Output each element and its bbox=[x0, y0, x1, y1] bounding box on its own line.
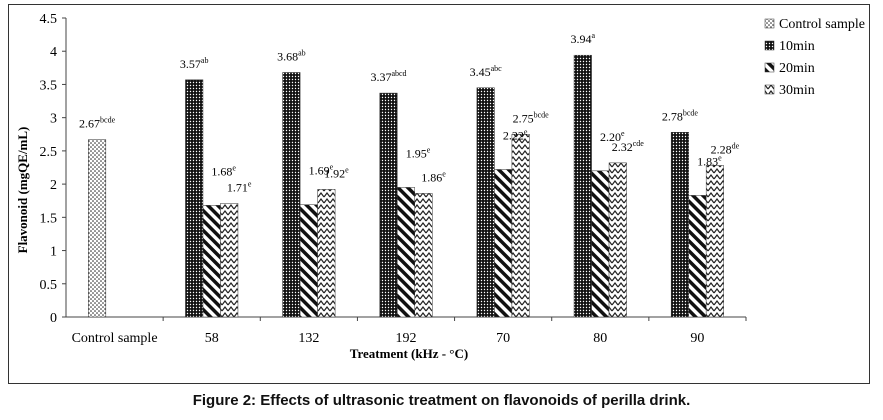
x-axis-title: Treatment (kHz - °C) bbox=[350, 346, 468, 361]
legend-label: 30min bbox=[779, 83, 815, 98]
legend: Control sample 10min 20min 30min bbox=[764, 17, 865, 98]
data-label: 3.68ab bbox=[277, 48, 306, 63]
bar-10min bbox=[185, 79, 204, 318]
data-label: 1.86e bbox=[421, 169, 446, 184]
x-tick-label: 192 bbox=[396, 331, 417, 346]
bar-20min bbox=[397, 187, 415, 318]
x-tick-label: Control sample bbox=[72, 331, 158, 346]
bar-10min bbox=[379, 92, 398, 318]
y-tick-label: 1.5 bbox=[40, 211, 58, 226]
bar-30min bbox=[608, 162, 627, 318]
flavonoid-bar-chart: Flavonoid (mgQE/mL) Treatment (kHz - °C)… bbox=[15, 12, 865, 361]
data-labels: 2.67bcde 3.57ab 3.68ab 3.37abcd 3.45abc 3.94a… bbox=[79, 31, 740, 194]
bars bbox=[88, 54, 724, 318]
bar-20min bbox=[591, 170, 610, 318]
bar-10min bbox=[282, 72, 301, 318]
chart-frame bbox=[8, 4, 870, 384]
bar-30min bbox=[317, 189, 336, 318]
data-label: 1.71e bbox=[227, 179, 252, 194]
data-label: 2.28de bbox=[711, 142, 740, 157]
bar-20min bbox=[202, 205, 221, 318]
data-label: 2.32cde bbox=[612, 139, 645, 154]
legend-swatch bbox=[764, 84, 775, 95]
data-label: 1.83e bbox=[697, 153, 722, 168]
data-label: 2.20e bbox=[600, 129, 625, 144]
legend-swatch bbox=[764, 62, 775, 73]
legend-swatch bbox=[764, 40, 775, 51]
legend-label: Control sample bbox=[779, 17, 865, 32]
bar-10min bbox=[670, 132, 689, 318]
y-tick-label: 4 bbox=[50, 45, 57, 60]
y-tick-label: 3 bbox=[50, 112, 57, 127]
x-tick-label: 58 bbox=[205, 331, 219, 346]
bar-30min bbox=[511, 134, 530, 318]
y-tick-label: 3.5 bbox=[40, 78, 58, 93]
data-label: 1.68e bbox=[211, 163, 236, 178]
bar-30min bbox=[220, 203, 239, 318]
bar-30min bbox=[705, 165, 724, 318]
bar-10min bbox=[573, 54, 592, 318]
data-label: 1.95e bbox=[406, 145, 431, 160]
data-label: 3.94a bbox=[571, 31, 596, 46]
y-axis-title: Flavonoid (mgQE/mL) bbox=[15, 127, 30, 254]
data-label: 2.75bcde bbox=[513, 110, 550, 125]
y-tick-label: 2.5 bbox=[40, 145, 58, 160]
bar-control-sample bbox=[88, 139, 107, 318]
x-tick-label: 80 bbox=[593, 331, 607, 346]
bar-20min bbox=[688, 195, 707, 318]
data-label: 3.57ab bbox=[180, 56, 209, 71]
bar-20min bbox=[494, 169, 513, 318]
y-tick-label: 4.5 bbox=[40, 12, 58, 27]
data-label: 3.45abc bbox=[470, 64, 503, 79]
data-label: 3.37abcd bbox=[370, 69, 406, 84]
data-label: 1.92e bbox=[324, 165, 349, 180]
figure-caption: Figure 2: Effects of ultrasonic treatmen… bbox=[192, 392, 691, 409]
x-tick-label: 132 bbox=[298, 331, 319, 346]
y-tick-label: 0.5 bbox=[40, 278, 58, 293]
legend-swatch bbox=[764, 18, 775, 29]
bar-20min bbox=[299, 204, 318, 318]
bar-30min bbox=[414, 193, 433, 318]
y-tick-label: 0 bbox=[50, 311, 57, 326]
data-label: 2.67bcde bbox=[79, 116, 116, 131]
x-ticks: Control sample 58 132 192 70 80 90 bbox=[72, 317, 747, 346]
bar-10min bbox=[476, 87, 495, 318]
y-tick-label: 1 bbox=[50, 245, 57, 260]
data-label: 2.78bcde bbox=[662, 108, 699, 123]
y-tick-label: 2 bbox=[50, 178, 57, 193]
data-label: 2.22e bbox=[503, 127, 528, 142]
x-tick-label: 90 bbox=[690, 331, 704, 346]
data-label: 1.69e bbox=[309, 163, 334, 178]
y-ticks: 0 0.5 1 1.5 2 2.5 3 3.5 4 4.5 bbox=[40, 12, 66, 326]
legend-label: 20min bbox=[779, 61, 815, 76]
legend-label: 10min bbox=[779, 39, 815, 54]
x-tick-label: 70 bbox=[496, 331, 510, 346]
